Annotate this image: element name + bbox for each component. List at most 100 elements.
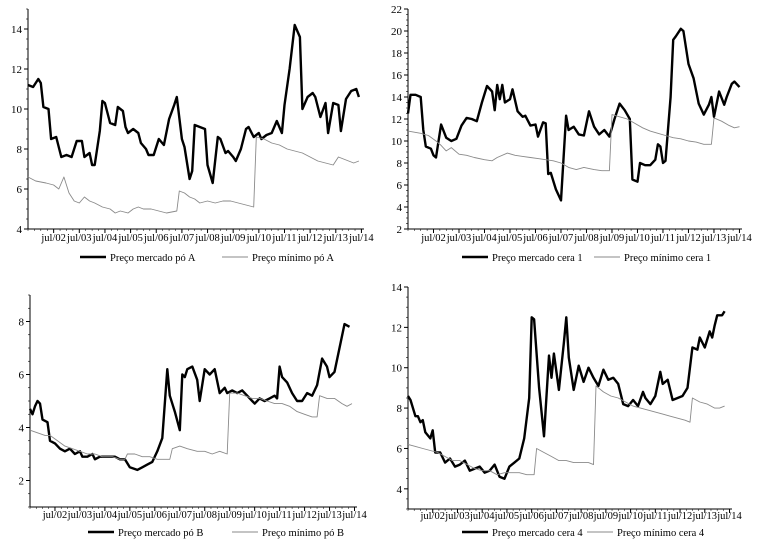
x-tick-label: jul/13 <box>323 233 349 244</box>
y-tick-label: 2 <box>397 224 403 236</box>
y-tick-label: 4 <box>19 423 25 435</box>
y-tick-label: 8 <box>17 144 23 156</box>
x-tick-label: jul/11 <box>271 233 296 244</box>
x-tick-label: jul/07 <box>167 510 193 521</box>
y-tick-label: 4 <box>397 202 403 214</box>
x-tick-label: jul/10 <box>246 233 272 244</box>
x-tick-label: jul/08 <box>194 233 220 244</box>
x-tick-label: jul/02 <box>419 511 445 522</box>
legend-label: Preço mínimo pó A <box>252 253 334 264</box>
y-tick-label: 12 <box>11 64 22 76</box>
series-line-market-price <box>28 322 351 472</box>
y-tick-label: 6 <box>17 184 23 196</box>
x-tick-label: jul/07 <box>169 233 195 244</box>
x-tick-label: jul/12 <box>297 233 323 244</box>
legend-label: Preço mercado cera 1 <box>492 253 583 264</box>
x-tick-label: jul/05 <box>494 511 520 522</box>
y-tick-label: 10 <box>11 104 23 116</box>
x-tick-label: jul/04 <box>92 233 118 244</box>
y-tick-label: 4 <box>17 224 23 236</box>
y-tick-label: 20 <box>391 26 403 38</box>
y-tick-label: 4 <box>397 484 403 496</box>
x-tick-label: jul/03 <box>66 233 92 244</box>
x-tick-label: jul/10 <box>624 233 650 244</box>
x-tick-label: jul/03 <box>67 510 93 521</box>
y-tick-label: 6 <box>397 180 403 192</box>
chart-po-b: 2 4 6 8 jul/02 jul/03 jul/04 jul/05 jul/06 jul/07… <box>19 294 367 539</box>
y-tick-label: 18 <box>391 48 403 60</box>
legend-label: Preço mínimo cera 1 <box>624 253 711 264</box>
series-line-minimum-price <box>407 385 725 476</box>
y-tick-label: 12 <box>391 114 402 126</box>
legend-label: Preço mercado cera 4 <box>492 528 583 539</box>
x-tick-label: jul/08 <box>191 510 217 521</box>
x-tick-label: jul/04 <box>471 233 497 244</box>
x-tick-label: jul/03 <box>446 233 472 244</box>
x-tick-label: jul/02 <box>42 510 68 521</box>
x-tick-label: jul/08 <box>568 511 594 522</box>
x-tick-label: jul/02 <box>40 233 66 244</box>
x-tick-label: jul/09 <box>216 510 242 521</box>
y-tick-label: 8 <box>397 403 403 415</box>
x-tick-label: jul/06 <box>522 233 548 244</box>
x-tick-label: jul/14 <box>341 510 367 521</box>
x-tick-label: jul/09 <box>599 233 625 244</box>
x-tick-label: jul/03 <box>444 511 470 522</box>
y-tick-label: 6 <box>19 370 25 382</box>
series-line-market-price <box>406 310 726 480</box>
y-tick-label: 12 <box>391 322 402 334</box>
x-tick-label: jul/13 <box>316 510 342 521</box>
y-tick-label: 14 <box>11 24 23 36</box>
x-tick-label: jul/05 <box>117 510 143 521</box>
x-tick-label: jul/05 <box>497 233 523 244</box>
y-tick-label: 2 <box>19 476 25 488</box>
x-tick-label: jul/08 <box>573 233 599 244</box>
x-tick-label: jul/12 <box>675 233 701 244</box>
y-tick-label: 8 <box>19 317 25 329</box>
x-tick-label: jul/09 <box>220 233 246 244</box>
x-tick-label: jul/02 <box>420 233 446 244</box>
y-tick-label: 16 <box>391 70 403 82</box>
x-tick-label: jul/10 <box>617 511 643 522</box>
x-tick-label: jul/11 <box>642 511 667 522</box>
x-tick-label: jul/14 <box>716 511 742 522</box>
legend-label: Preço mínimo pó B <box>262 528 344 539</box>
x-tick-label: jul/06 <box>143 233 169 244</box>
x-tick-label: jul/07 <box>543 511 569 522</box>
x-tick-label: jul/05 <box>117 233 143 244</box>
x-tick-label: jul/14 <box>348 233 374 244</box>
x-tick-label: jul/10 <box>241 510 267 521</box>
y-tick-label: 6 <box>397 443 403 455</box>
x-tick-label: jul/04 <box>92 510 118 521</box>
series-line-minimum-price <box>27 136 360 214</box>
x-tick-label: jul/09 <box>593 511 619 522</box>
y-tick-label: 10 <box>391 136 403 148</box>
series-line-market-price <box>406 27 741 202</box>
y-tick-label: 14 <box>391 92 403 104</box>
x-tick-label: jul/06 <box>518 511 544 522</box>
x-tick-label: jul/11 <box>267 510 292 521</box>
x-tick-label: jul/04 <box>469 511 495 522</box>
y-tick-label: 14 <box>391 282 403 294</box>
x-tick-label: jul/11 <box>650 233 675 244</box>
x-tick-label: jul/14 <box>726 233 752 244</box>
series-line-minimum-price <box>29 392 353 460</box>
x-tick-label: jul/06 <box>142 510 168 521</box>
series-line-minimum-price <box>407 114 740 172</box>
legend-label: Preço mercado pó A <box>110 253 196 264</box>
series-line-market-price <box>27 23 361 185</box>
x-tick-label: jul/07 <box>548 233 574 244</box>
y-tick-label: 10 <box>391 363 403 375</box>
legend-label: Preço mercado pó B <box>118 528 203 539</box>
legend-label: Preço mínimo cera 4 <box>617 528 705 539</box>
x-tick-label: jul/12 <box>667 511 693 522</box>
x-tick-label: jul/13 <box>692 511 718 522</box>
y-tick-label: 22 <box>391 4 402 16</box>
x-tick-label: jul/12 <box>291 510 317 521</box>
y-tick-label: 8 <box>397 158 403 170</box>
x-tick-label: jul/13 <box>701 233 727 244</box>
